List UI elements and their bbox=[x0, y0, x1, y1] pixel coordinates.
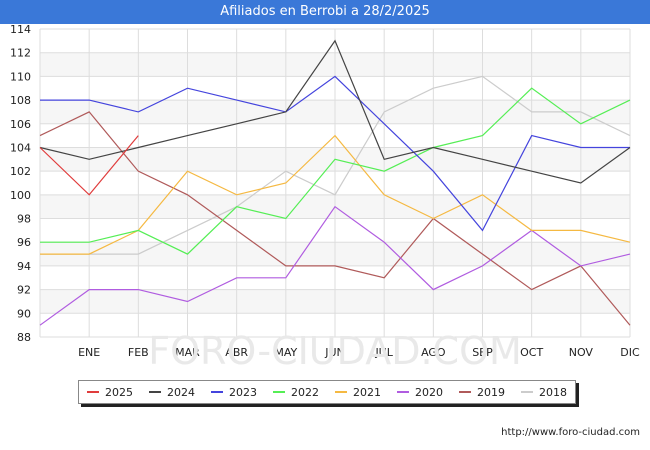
y-tick-label: 104 bbox=[10, 141, 31, 154]
legend-item-2024: 2024 bbox=[149, 386, 195, 399]
legend-swatch bbox=[149, 391, 161, 393]
y-tick-label: 94 bbox=[17, 260, 31, 273]
legend-label: 2023 bbox=[229, 385, 257, 399]
legend-swatch bbox=[335, 391, 347, 393]
legend-swatch bbox=[87, 391, 99, 393]
y-tick-label: 102 bbox=[10, 165, 31, 178]
y-tick-label: 92 bbox=[17, 284, 31, 297]
series-line-2025 bbox=[39, 135, 139, 196]
legend-label: 2025 bbox=[105, 385, 133, 399]
x-tick-label: JUN bbox=[324, 346, 345, 359]
legend-item-2022: 2022 bbox=[273, 386, 319, 399]
y-tick-label: 96 bbox=[17, 236, 31, 249]
legend-swatch bbox=[459, 391, 471, 393]
chart-legend: 2025 2024 2023 2022 2021 2020 2019 2018 bbox=[78, 380, 576, 404]
y-tick-label: 100 bbox=[10, 189, 31, 202]
series-line-2022 bbox=[40, 87, 631, 255]
x-tick-label: AGO bbox=[421, 346, 446, 359]
x-tick-label: NOV bbox=[569, 346, 594, 359]
series-line-2023 bbox=[40, 75, 630, 232]
legend-label: 2024 bbox=[167, 385, 195, 399]
x-tick-label: FEB bbox=[128, 346, 149, 359]
legend-item-2019: 2019 bbox=[459, 386, 505, 399]
x-tick-label: DIC bbox=[620, 346, 640, 359]
chart-title: Afiliados en Berrobi a 28/2/2025 bbox=[0, 0, 650, 24]
legend-item-2023: 2023 bbox=[211, 386, 257, 399]
y-tick-label: 88 bbox=[17, 331, 31, 344]
legend-swatch bbox=[397, 391, 409, 393]
legend-swatch bbox=[273, 391, 285, 393]
legend-label: 2020 bbox=[415, 385, 443, 399]
line-chart: 88 90 92 94 96 98 100 102 104 106 108 110 112 114 ENE F… bbox=[10, 24, 640, 373]
watermark: FORO-CIUDAD.COM bbox=[148, 329, 522, 373]
x-tick-label: MAY bbox=[274, 346, 297, 359]
legend-swatch bbox=[521, 391, 533, 393]
x-tick-label: OCT bbox=[520, 346, 543, 359]
x-tick-label: JUL bbox=[374, 346, 393, 359]
x-tick-label: ABR bbox=[225, 346, 248, 359]
y-tick-label: 98 bbox=[17, 213, 31, 226]
legend-label: 2021 bbox=[353, 385, 381, 399]
legend-label: 2022 bbox=[291, 385, 319, 399]
legend-item-2025: 2025 bbox=[87, 386, 133, 399]
y-tick-label: 108 bbox=[10, 94, 31, 107]
legend-label: 2019 bbox=[477, 385, 505, 399]
x-tick-label: SEP bbox=[472, 346, 493, 359]
y-tick-label: 112 bbox=[10, 47, 31, 60]
x-tick-label: MAR bbox=[175, 346, 200, 359]
legend-item-2021: 2021 bbox=[335, 386, 381, 399]
series-line-2024 bbox=[39, 39, 631, 184]
series-line-2018 bbox=[40, 75, 631, 255]
y-tick-label: 90 bbox=[17, 307, 31, 320]
y-tick-label: 106 bbox=[10, 118, 31, 131]
legend-label: 2018 bbox=[539, 385, 567, 399]
y-tick-label: 110 bbox=[10, 70, 31, 83]
source-link[interactable]: http://www.foro-ciudad.com bbox=[501, 427, 640, 438]
legend-item-2020: 2020 bbox=[397, 386, 443, 399]
x-tick-label: ENE bbox=[78, 346, 100, 359]
legend-item-2018: 2018 bbox=[521, 386, 567, 399]
legend-swatch bbox=[211, 391, 223, 393]
y-tick-label: 114 bbox=[10, 24, 31, 36]
series-line-2019 bbox=[39, 111, 631, 326]
